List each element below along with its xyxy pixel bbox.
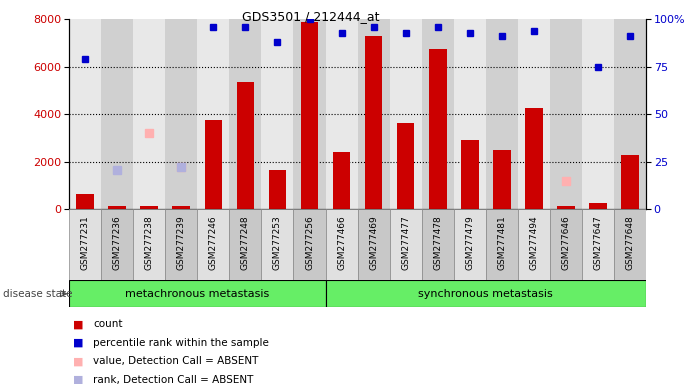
Text: GSM277469: GSM277469 [369, 215, 378, 270]
Text: ■: ■ [73, 319, 83, 329]
Bar [261, 19, 294, 209]
Bar [486, 19, 518, 209]
Bar [493, 150, 511, 209]
Bar [294, 209, 325, 280]
Text: GSM277479: GSM277479 [465, 215, 474, 270]
Bar [165, 209, 198, 280]
Bar [236, 82, 254, 209]
Bar [205, 120, 223, 209]
Bar [582, 19, 614, 209]
Text: GSM277647: GSM277647 [594, 215, 603, 270]
Bar [69, 280, 325, 307]
Bar [294, 19, 325, 209]
Bar [358, 209, 390, 280]
Bar [101, 209, 133, 280]
Text: metachronous metastasis: metachronous metastasis [125, 289, 269, 299]
Bar [525, 108, 542, 209]
Bar [69, 209, 101, 280]
Text: GSM277646: GSM277646 [562, 215, 571, 270]
Bar [101, 19, 133, 209]
Bar [140, 206, 158, 209]
Bar [198, 209, 229, 280]
Bar [229, 209, 261, 280]
Text: ■: ■ [73, 375, 83, 384]
Bar [357, 19, 390, 209]
Bar [550, 19, 582, 209]
Text: GSM277246: GSM277246 [209, 215, 218, 270]
Bar [229, 19, 261, 209]
Bar [325, 209, 358, 280]
Bar [269, 170, 286, 209]
Bar [173, 207, 190, 209]
Bar [518, 209, 550, 280]
Bar [397, 122, 415, 209]
Text: GSM277231: GSM277231 [81, 215, 90, 270]
Bar [582, 209, 614, 280]
Text: GSM277466: GSM277466 [337, 215, 346, 270]
Text: GSM277253: GSM277253 [273, 215, 282, 270]
Bar [422, 209, 454, 280]
Text: GSM277238: GSM277238 [144, 215, 153, 270]
Bar [325, 280, 646, 307]
Bar [557, 207, 575, 209]
Text: GSM277648: GSM277648 [625, 215, 634, 270]
Bar [621, 155, 639, 209]
Text: ■: ■ [73, 338, 83, 348]
Bar [133, 19, 165, 209]
Bar [165, 19, 198, 209]
Bar [454, 209, 486, 280]
Bar [429, 49, 446, 209]
Bar [325, 19, 357, 209]
Bar [461, 141, 479, 209]
Text: GSM277256: GSM277256 [305, 215, 314, 270]
Text: rank, Detection Call = ABSENT: rank, Detection Call = ABSENT [93, 375, 254, 384]
Text: GSM277239: GSM277239 [177, 215, 186, 270]
Text: GSM277481: GSM277481 [498, 215, 507, 270]
Bar [69, 19, 101, 209]
Text: GDS3501 / 212444_at: GDS3501 / 212444_at [243, 10, 379, 23]
Bar [133, 209, 165, 280]
Text: percentile rank within the sample: percentile rank within the sample [93, 338, 269, 348]
Text: GSM277248: GSM277248 [241, 215, 250, 270]
Bar [454, 19, 486, 209]
Bar [261, 209, 294, 280]
Text: count: count [93, 319, 123, 329]
Text: synchronous metastasis: synchronous metastasis [419, 289, 553, 299]
Bar [76, 194, 94, 209]
Bar [108, 206, 126, 209]
Bar [589, 203, 607, 209]
Bar [390, 19, 422, 209]
Bar [365, 36, 382, 209]
Bar [518, 19, 550, 209]
Text: GSM277477: GSM277477 [401, 215, 410, 270]
Text: GSM277236: GSM277236 [113, 215, 122, 270]
Text: value, Detection Call = ABSENT: value, Detection Call = ABSENT [93, 356, 258, 366]
Text: GSM277478: GSM277478 [433, 215, 442, 270]
Bar [614, 209, 646, 280]
Bar [550, 209, 582, 280]
Text: ■: ■ [73, 356, 83, 366]
Text: GSM277494: GSM277494 [529, 215, 538, 270]
Bar [614, 19, 646, 209]
Text: disease state: disease state [3, 289, 73, 299]
Bar [390, 209, 422, 280]
Bar [486, 209, 518, 280]
Bar [301, 22, 319, 209]
Bar [422, 19, 454, 209]
Bar [198, 19, 229, 209]
Bar [333, 152, 350, 209]
